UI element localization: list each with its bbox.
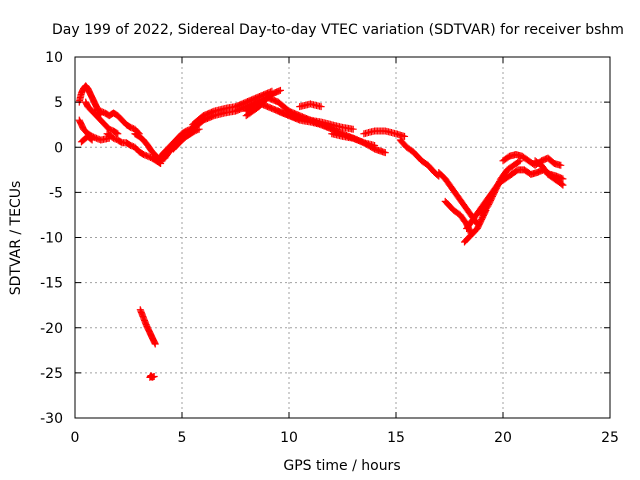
y-tick-label: -25 bbox=[40, 366, 63, 382]
data-point bbox=[381, 149, 389, 157]
y-tick-label: 5 bbox=[54, 95, 63, 111]
y-tick-label: -5 bbox=[49, 185, 63, 201]
x-tick-label: 5 bbox=[178, 430, 187, 446]
data-point bbox=[194, 126, 202, 134]
chart-title: Day 199 of 2022, Sidereal Day-to-day VTE… bbox=[52, 22, 624, 38]
y-tick-label: -15 bbox=[40, 276, 63, 292]
data-point bbox=[151, 340, 159, 348]
axis-ticks: 0 5 10 15 20 25 10 5 0 -5 -10 -15 -20 -25 -30 bbox=[40, 50, 619, 446]
data-point bbox=[276, 86, 284, 94]
data-point bbox=[401, 132, 409, 140]
data-point bbox=[195, 125, 203, 133]
data-point bbox=[88, 136, 96, 144]
data-point bbox=[113, 129, 121, 137]
x-tick-label: 25 bbox=[601, 430, 619, 446]
data-point bbox=[515, 158, 523, 166]
data-point bbox=[150, 372, 158, 380]
x-tick-label: 0 bbox=[71, 430, 80, 446]
data-point bbox=[87, 135, 95, 143]
x-tick-label: 10 bbox=[280, 430, 298, 446]
data-point bbox=[558, 180, 566, 188]
data-point bbox=[114, 130, 122, 138]
data-point bbox=[557, 161, 565, 169]
x-tick-label: 15 bbox=[387, 430, 405, 446]
grid bbox=[75, 57, 610, 418]
data-point bbox=[349, 125, 357, 133]
data-points bbox=[75, 82, 567, 381]
data-point bbox=[559, 175, 567, 183]
y-tick-label: 0 bbox=[54, 140, 63, 156]
y-tick-label: -20 bbox=[40, 321, 63, 337]
x-axis-label: GPS time / hours bbox=[283, 458, 400, 474]
data-point bbox=[559, 181, 567, 189]
y-tick-label: -10 bbox=[40, 231, 63, 247]
data-point bbox=[317, 103, 325, 111]
y-tick-label: -30 bbox=[40, 411, 63, 427]
y-axis-label: SDTVAR / TECUs bbox=[8, 181, 24, 296]
x-tick-label: 20 bbox=[494, 430, 512, 446]
y-tick-label: 10 bbox=[45, 50, 63, 66]
